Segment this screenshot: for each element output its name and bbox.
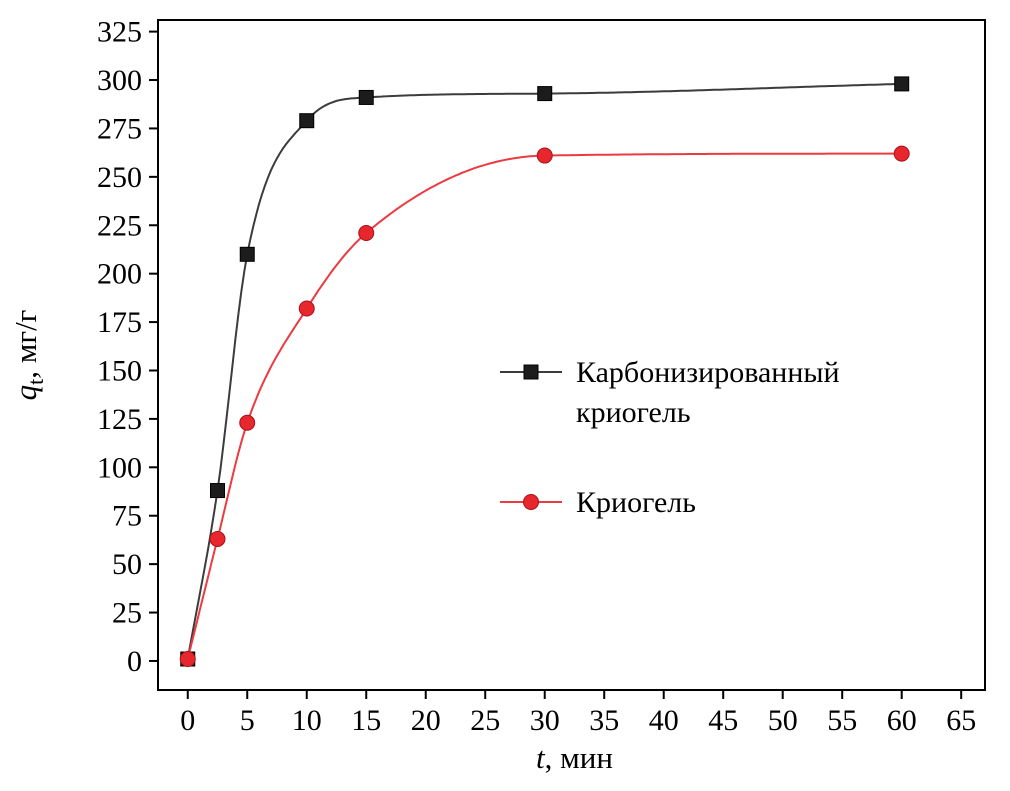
y-tick-label: 50 xyxy=(112,548,142,581)
data-point-marker xyxy=(239,246,255,262)
data-point-marker xyxy=(893,145,910,162)
y-tick-label: 300 xyxy=(97,64,142,97)
data-point-marker xyxy=(523,364,539,380)
data-point-marker xyxy=(209,530,226,547)
legend-label: Криогель xyxy=(576,486,696,519)
data-point-marker xyxy=(179,651,196,668)
y-tick-label: 325 xyxy=(97,16,142,49)
x-tick-label: 55 xyxy=(827,704,857,737)
x-tick-label: 25 xyxy=(470,704,500,737)
y-axis: 0 25 50 75 100 125 150 175 200 225 250 275 300 325 xyxy=(97,16,158,678)
x-tick-label: 45 xyxy=(708,704,738,737)
data-point-marker xyxy=(537,86,553,102)
data-point-marker xyxy=(298,300,315,317)
data-point-marker xyxy=(358,225,375,242)
y-tick-label: 200 xyxy=(97,258,142,291)
x-tick-label: 10 xyxy=(292,704,322,737)
x-tick-label: 60 xyxy=(887,704,917,737)
x-axis-label: t, мин xyxy=(536,740,613,775)
legend: Карбонизированный криогель Криогель xyxy=(500,356,840,519)
data-point-marker xyxy=(358,89,374,105)
plot-frame xyxy=(157,19,986,691)
x-tick-label: 15 xyxy=(351,704,381,737)
data-point-marker xyxy=(209,483,225,499)
x-tick-label: 5 xyxy=(240,704,255,737)
y-tick-label: 75 xyxy=(112,500,142,533)
y-tick-label: 150 xyxy=(97,354,142,387)
y-tick-label: 225 xyxy=(97,209,142,242)
series-1-markers xyxy=(179,145,910,668)
y-tick-label: 125 xyxy=(97,403,142,436)
y-axis-label: qt, мг/г xyxy=(8,310,48,401)
legend-label: Карбонизированный xyxy=(576,356,840,389)
x-tick-label: 65 xyxy=(946,704,976,737)
data-point-marker xyxy=(523,494,539,510)
data-point-marker xyxy=(894,76,910,92)
y-tick-label: 25 xyxy=(112,597,142,630)
x-tick-label: 35 xyxy=(589,704,619,737)
x-tick-label: 20 xyxy=(411,704,441,737)
y-tick-label: 275 xyxy=(97,112,142,145)
x-tick-label: 40 xyxy=(649,704,679,737)
legend-label: криогель xyxy=(576,396,691,429)
y-tick-label: 100 xyxy=(97,451,142,484)
x-tick-label: 0 xyxy=(180,704,195,737)
data-point-marker xyxy=(239,414,256,431)
data-point-marker xyxy=(536,147,553,164)
data-point-marker xyxy=(299,113,315,129)
y-tick-label: 250 xyxy=(97,161,142,194)
x-axis: 0 5 10 15 20 25 30 35 40 45 50 55 60 65 xyxy=(180,690,976,737)
x-tick-label: 50 xyxy=(768,704,798,737)
x-tick-label: 30 xyxy=(530,704,560,737)
y-tick-label: 175 xyxy=(97,306,142,339)
series-1-fit-line xyxy=(186,152,902,660)
y-tick-label: 0 xyxy=(127,645,142,678)
